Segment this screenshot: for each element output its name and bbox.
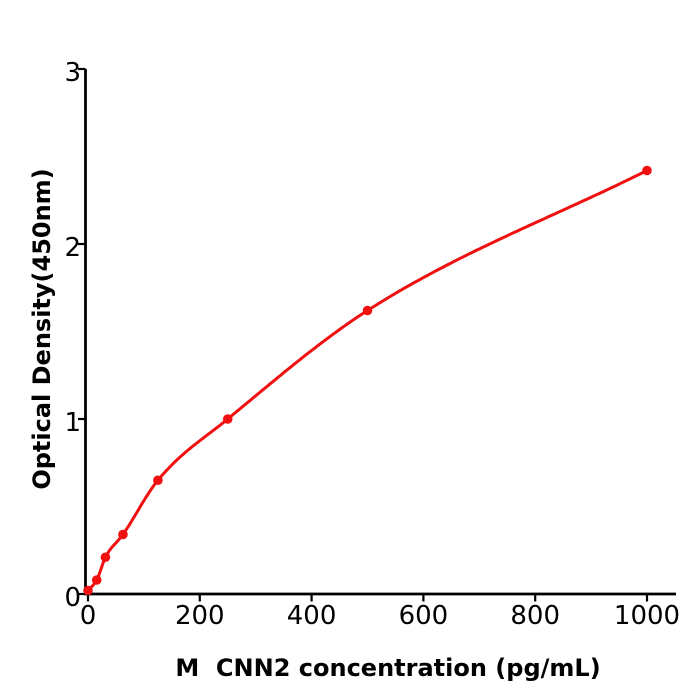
y-tick-label: 2 — [64, 233, 81, 263]
x-tick-label: 0 — [80, 601, 97, 631]
data-point-marker — [83, 585, 93, 596]
data-point-marker — [642, 165, 652, 176]
data-point-marker — [118, 529, 128, 540]
x-tick-label: 1000 — [614, 601, 680, 631]
data-point-marker — [362, 305, 373, 316]
y-tick-label: 3 — [64, 58, 81, 88]
data-point-marker — [222, 414, 233, 424]
x-tick-label: 400 — [287, 601, 337, 631]
x-tick-label: 800 — [510, 601, 560, 631]
standard-curve-line — [86, 169, 649, 592]
x-tick-label: 600 — [399, 601, 449, 631]
y-tick-label: 1 — [64, 408, 81, 438]
x-tick-label: 200 — [175, 601, 225, 631]
y-tick-label: 0 — [64, 583, 81, 613]
y-axis-title: Optical Density(450nm) — [28, 168, 56, 490]
data-point-marker — [153, 475, 163, 486]
data-point-marker — [91, 575, 102, 585]
data-point-marker — [100, 552, 111, 563]
x-axis-title: M CNN2 concentration (pg/mL) — [175, 654, 601, 682]
